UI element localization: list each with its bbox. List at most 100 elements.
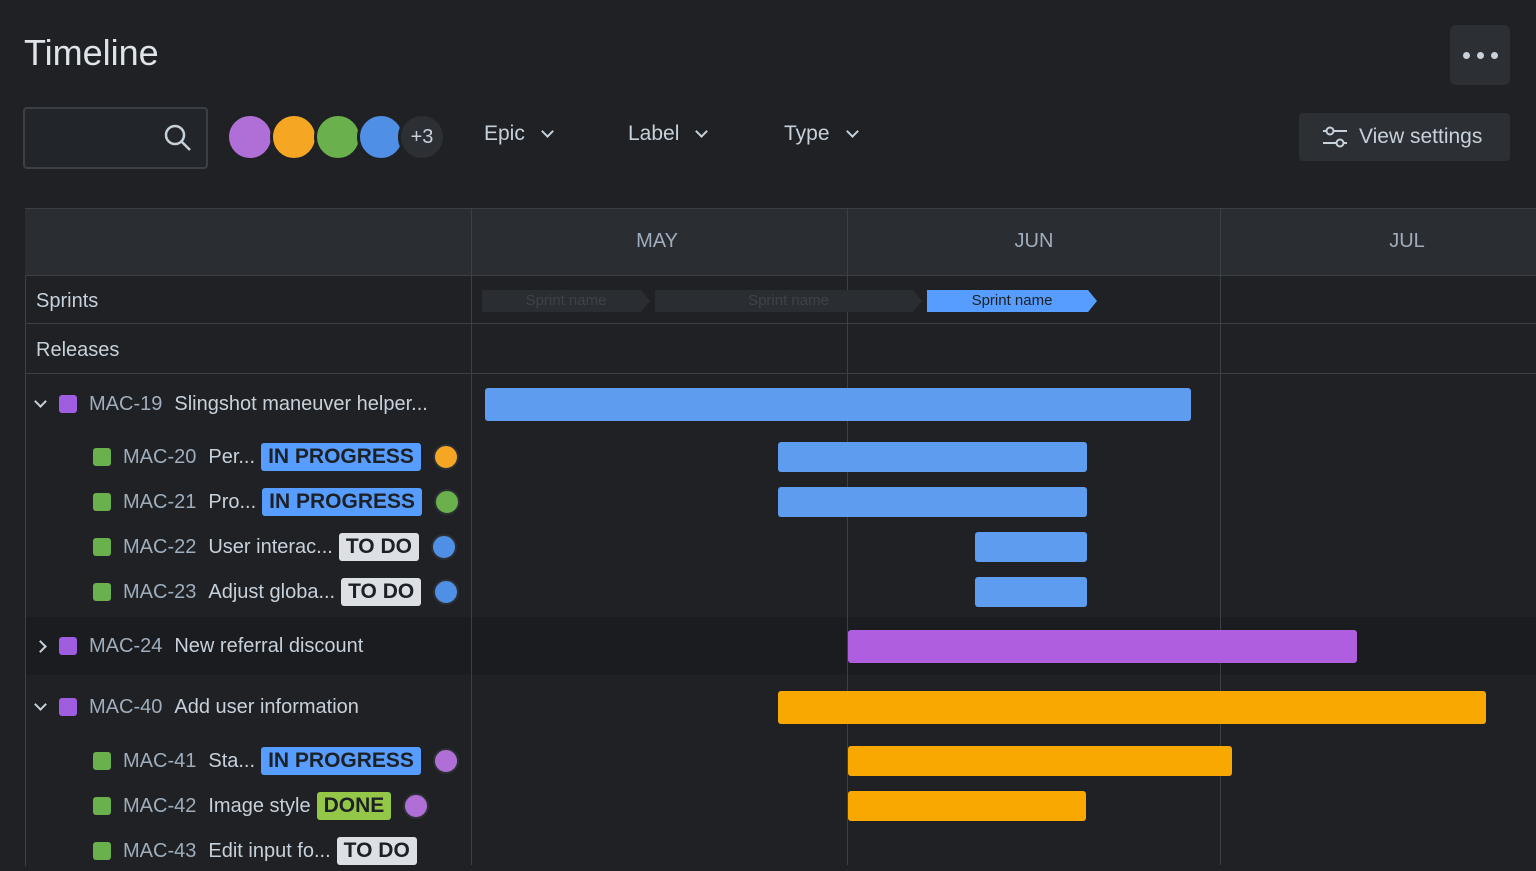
issue-title: Sta... bbox=[208, 749, 256, 772]
sprints-label: Sprints bbox=[36, 290, 99, 312]
epic-icon bbox=[59, 395, 77, 413]
view-settings-button[interactable]: View settings bbox=[1299, 113, 1510, 161]
story-icon bbox=[93, 797, 111, 815]
issue-title: Pro... bbox=[208, 490, 257, 513]
search-box[interactable] bbox=[23, 107, 208, 169]
filter-label: Type bbox=[784, 122, 830, 145]
timeline-bar[interactable] bbox=[975, 577, 1087, 607]
month-header bbox=[25, 209, 1536, 275]
divider bbox=[25, 323, 1536, 324]
issue-key: MAC-24 bbox=[89, 634, 163, 657]
status-badge: DONE bbox=[316, 792, 392, 820]
story-icon bbox=[93, 493, 111, 511]
issue-title: Per... bbox=[208, 445, 256, 468]
divider bbox=[471, 209, 472, 865]
story-row[interactable]: MAC-43 Edit input fo... TO DO bbox=[26, 831, 417, 871]
avatar[interactable] bbox=[270, 113, 318, 161]
assignee-avatar bbox=[430, 534, 457, 560]
issue-key: MAC-21 bbox=[123, 490, 197, 513]
timeline-bar[interactable] bbox=[848, 629, 1357, 663]
month-label: MAY bbox=[636, 230, 678, 252]
epic-icon bbox=[59, 637, 77, 655]
avatar[interactable] bbox=[226, 113, 274, 161]
issue-title: Image style bbox=[208, 794, 311, 817]
timeline-bar[interactable] bbox=[778, 690, 1486, 724]
issue-key: MAC-43 bbox=[123, 839, 197, 862]
timeline-grid bbox=[25, 208, 1536, 866]
story-icon bbox=[93, 752, 111, 770]
assignee-avatar bbox=[432, 748, 459, 774]
story-icon bbox=[93, 583, 111, 601]
filter-label: Epic bbox=[484, 122, 525, 145]
sprint[interactable]: Sprint name bbox=[927, 290, 1097, 312]
issue-title: Add user information bbox=[174, 695, 359, 718]
story-icon bbox=[93, 538, 111, 556]
epic-row[interactable]: MAC-19 Slingshot maneuver helper... bbox=[26, 384, 428, 424]
divider bbox=[1220, 209, 1221, 865]
issue-title: Edit input fo... bbox=[208, 839, 331, 862]
issue-key: MAC-23 bbox=[123, 580, 197, 603]
story-row[interactable]: MAC-42 Image style DONE bbox=[26, 786, 430, 826]
filter-dropdown[interactable]: Type bbox=[784, 122, 859, 146]
expand-toggle[interactable] bbox=[34, 639, 47, 653]
issue-title: Slingshot maneuver helper... bbox=[174, 392, 428, 415]
story-row[interactable]: MAC-20 Per... IN PROGRESS bbox=[26, 437, 459, 477]
sprint[interactable]: Sprint name bbox=[655, 290, 922, 312]
epic-icon bbox=[59, 698, 77, 716]
story-icon bbox=[93, 842, 111, 860]
page-title: Timeline bbox=[24, 32, 159, 73]
search-icon bbox=[164, 124, 191, 151]
divider bbox=[25, 373, 1536, 374]
issue-key: MAC-41 bbox=[123, 749, 197, 772]
divider bbox=[847, 209, 848, 865]
epic-row[interactable]: MAC-24 New referral discount bbox=[26, 626, 363, 666]
filter-dropdown[interactable]: Epic bbox=[484, 122, 554, 146]
issue-key: MAC-22 bbox=[123, 535, 197, 558]
issue-title: New referral discount bbox=[174, 634, 364, 657]
issue-key: MAC-19 bbox=[89, 392, 163, 415]
timeline-bar[interactable] bbox=[848, 791, 1086, 821]
timeline-bar[interactable] bbox=[848, 746, 1232, 776]
timeline-bar[interactable] bbox=[778, 442, 1087, 472]
epic-row[interactable]: MAC-40 Add user information bbox=[26, 687, 359, 727]
avatar-overflow[interactable]: +3 bbox=[398, 113, 446, 161]
divider bbox=[25, 275, 1536, 276]
button-label: View settings bbox=[1359, 125, 1483, 148]
assignee-avatar bbox=[403, 793, 430, 819]
story-row[interactable]: MAC-21 Pro... IN PROGRESS bbox=[26, 482, 461, 522]
expand-toggle[interactable] bbox=[34, 697, 47, 711]
timeline-bar[interactable] bbox=[975, 532, 1087, 562]
status-badge: TO DO bbox=[338, 533, 419, 561]
story-row[interactable]: MAC-41 Sta... IN PROGRESS bbox=[26, 741, 459, 781]
filter-dropdown[interactable]: Label bbox=[628, 122, 709, 146]
issue-title: Adjust globa... bbox=[208, 580, 336, 603]
settings-icon bbox=[1323, 126, 1347, 148]
month-label: JUN bbox=[1014, 230, 1054, 252]
story-icon bbox=[93, 448, 111, 466]
timeline-bar[interactable] bbox=[778, 487, 1087, 517]
issue-key: MAC-40 bbox=[89, 695, 163, 718]
issue-key: MAC-20 bbox=[123, 445, 197, 468]
story-row[interactable]: MAC-22 User interac... TO DO bbox=[26, 527, 457, 567]
avatar[interactable] bbox=[314, 113, 362, 161]
avatar[interactable] bbox=[357, 113, 405, 161]
assignee-avatar bbox=[433, 579, 460, 605]
status-badge: IN PROGRESS bbox=[261, 747, 421, 775]
issue-title: User interac... bbox=[208, 535, 333, 558]
assignee-avatar bbox=[434, 489, 461, 515]
expand-toggle[interactable] bbox=[34, 394, 47, 408]
issue-key: MAC-42 bbox=[123, 794, 197, 817]
releases-label: Releases bbox=[36, 339, 120, 361]
status-badge: TO DO bbox=[336, 837, 417, 865]
status-badge: TO DO bbox=[341, 578, 422, 606]
status-badge: IN PROGRESS bbox=[261, 443, 421, 471]
more-button[interactable] bbox=[1450, 25, 1510, 85]
story-row[interactable]: MAC-23 Adjust globa... TO DO bbox=[26, 572, 460, 612]
sprint[interactable]: Sprint name bbox=[482, 290, 650, 312]
month-label: JUL bbox=[1389, 230, 1425, 252]
assignee-avatar bbox=[432, 444, 459, 470]
timeline-bar[interactable] bbox=[485, 387, 1191, 421]
filter-label: Label bbox=[628, 122, 680, 145]
status-badge: IN PROGRESS bbox=[262, 488, 423, 516]
